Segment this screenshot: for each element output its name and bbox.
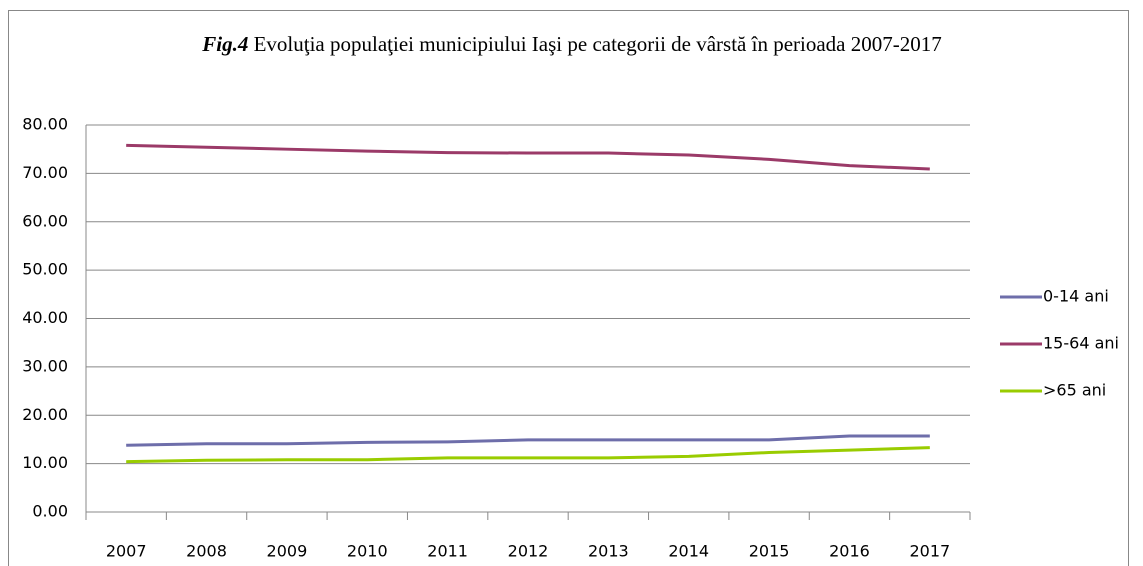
x-tick-label: 2009 [267, 542, 308, 561]
x-tick-label: 2007 [106, 542, 147, 561]
y-tick-label: 20.00 [22, 405, 68, 424]
legend-label: 15-64 ani [1043, 334, 1119, 353]
x-tick-label: 2013 [588, 542, 629, 561]
title-text: Evoluţia populaţiei municipiului Iaşi pe… [254, 32, 942, 56]
y-tick-label: 50.00 [22, 260, 68, 279]
y-tick-label: 30.00 [22, 356, 68, 375]
series-line [126, 143, 930, 171]
y-tick-label: 10.00 [22, 453, 68, 472]
y-tick-label: 60.00 [22, 211, 68, 230]
x-tick-label: 2014 [668, 542, 709, 561]
x-tick-label: 2015 [749, 542, 790, 561]
y-tick-label: 80.00 [22, 115, 68, 134]
x-tick-label: 2010 [347, 542, 388, 561]
figure-label: Fig.4 [201, 32, 248, 56]
y-tick-label: 70.00 [22, 163, 68, 182]
legend-label: >65 ani [1043, 381, 1106, 400]
series-line [126, 434, 930, 447]
x-tick-label: 2008 [186, 542, 227, 561]
chart-title: Fig.4 Evoluţia populaţiei municipiului I… [201, 32, 941, 56]
chart-frame [8, 10, 1129, 566]
x-tick-label: 2016 [829, 542, 870, 561]
series-line [126, 446, 930, 464]
x-tick-label: 2011 [427, 542, 468, 561]
legend-label: 0-14 ani [1043, 287, 1109, 306]
x-tick-label: 2017 [909, 542, 950, 561]
y-tick-label: 40.00 [22, 308, 68, 327]
y-tick-label: 0.00 [32, 502, 68, 521]
x-tick-label: 2012 [508, 542, 549, 561]
